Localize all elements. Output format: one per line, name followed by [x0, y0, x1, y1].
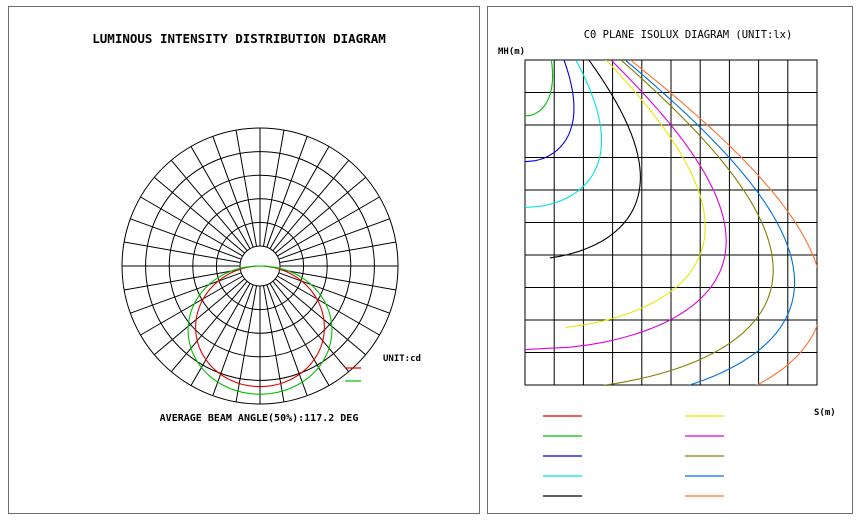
polar-spoke: [277, 196, 380, 257]
polar-spoke: [272, 159, 350, 252]
polar-chart-title: LUMINOUS INTENSITY DISTRIBUTION DIAGRAM: [92, 31, 386, 46]
isolux-contour-5: [565, 60, 706, 329]
polar-spoke: [130, 272, 242, 314]
polar-spoke: [235, 130, 258, 247]
polar-spoke: [262, 285, 285, 402]
isolux-chart-title: C0 PLANE ISOLUX DIAGRAM (UNIT:lx): [584, 29, 793, 41]
polar-spoke: [279, 268, 396, 291]
polar-spoke: [140, 275, 243, 336]
isolux-legend: [543, 415, 724, 497]
isolux-curves: [525, 60, 817, 385]
isolux-panel: C0 PLANE ISOLUX DIAGRAM (UNIT:lx) MH(m) …: [487, 6, 853, 514]
isolux-contour-8: [624, 60, 796, 385]
polar-spoke: [190, 283, 251, 386]
isolux-contour-2: [525, 60, 575, 163]
polar-grid: [121, 127, 399, 405]
polar-spoke: [190, 146, 251, 249]
intensity-distribution-panel: LUMINOUS INTENSITY DISTRIBUTION DIAGRAM …: [8, 6, 480, 514]
y-axis-label: MH(m): [498, 47, 525, 57]
polar-spoke: [124, 268, 241, 291]
beam-angle-footer: AVERAGE BEAM ANGLE(50%):117.2 DEG: [160, 413, 359, 424]
x-axis-label: S(m): [814, 408, 836, 418]
isolux-chart: C0 PLANE ISOLUX DIAGRAM (UNIT:lx) MH(m) …: [498, 29, 836, 497]
polar-chart: LUMINOUS INTENSITY DISTRIBUTION DIAGRAM …: [92, 31, 421, 424]
polar-spoke: [277, 275, 380, 336]
polar-spoke: [266, 136, 308, 248]
isolux-contour-7: [601, 60, 774, 385]
polar-spoke: [266, 284, 308, 396]
polar-spoke: [170, 159, 248, 252]
isolux-contour-9: [630, 60, 817, 385]
polar-spoke: [279, 241, 396, 264]
polar-spoke: [278, 218, 390, 260]
polar-spoke: [272, 280, 350, 373]
isolux-contour-1: [525, 60, 554, 117]
unit-label: UNIT:cd: [383, 354, 421, 364]
polar-spoke: [262, 130, 285, 247]
isolux-contour-6: [525, 60, 727, 351]
polar-spoke: [274, 278, 367, 356]
polar-curves: [187, 265, 333, 395]
polar-spoke: [269, 146, 330, 249]
polar-spoke: [130, 218, 242, 260]
polar-spoke: [170, 280, 248, 373]
polar-spoke: [212, 284, 254, 396]
polar-legend: [345, 367, 361, 382]
polar-spoke: [269, 283, 330, 386]
isolux-contour-4: [549, 60, 641, 259]
polar-spoke: [235, 285, 258, 402]
polar-spoke: [278, 272, 390, 314]
polar-spoke: [153, 278, 246, 356]
polar-spoke: [274, 176, 367, 254]
polar-series-curve-1: [187, 265, 333, 395]
polar-spoke: [140, 196, 243, 257]
polar-spoke: [153, 176, 246, 254]
polar-spoke: [212, 136, 254, 248]
isolux-contour-3: [525, 60, 603, 209]
polar-series-curve-0: [195, 265, 325, 388]
polar-spoke: [124, 241, 241, 264]
